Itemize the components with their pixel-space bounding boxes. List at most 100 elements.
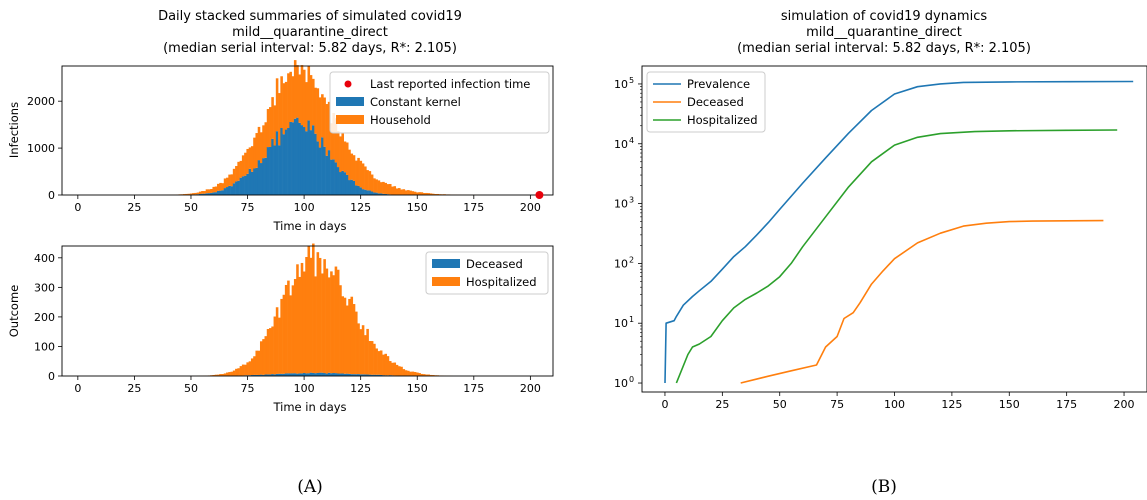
outcome-bar-deceased	[345, 373, 349, 376]
outcome-bar-hospitalized	[300, 262, 304, 374]
outcome-bar-deceased	[253, 374, 256, 376]
outcome-bar-deceased	[250, 375, 254, 376]
outcome-bar-deceased	[370, 374, 374, 376]
infections-bar-household	[409, 190, 412, 195]
dynamics-x-tick-label: 75	[830, 398, 844, 411]
outcome-bar-hospitalized	[226, 372, 229, 376]
outcome-bar-hospitalized	[384, 353, 387, 376]
infections-bar-household	[318, 97, 322, 148]
outcome-bar-hospitalized	[232, 370, 236, 376]
outcome-bar-deceased	[377, 374, 381, 376]
dynamics-x-tick-label: 125	[941, 398, 962, 411]
outcome-bar-deceased	[287, 373, 290, 376]
outcome-bar-hospitalized	[355, 311, 358, 375]
dynamics-y-tick-label: 10	[614, 377, 628, 390]
outcome-axes-frame	[61, 245, 554, 377]
infections-bar-household	[282, 83, 286, 135]
infections-bar-household	[388, 184, 392, 195]
outcome-bar-hospitalized	[409, 371, 412, 376]
infections-bar-constant-kernel	[293, 118, 297, 195]
infections-bar-household	[418, 192, 421, 195]
infections-bar-household	[386, 184, 390, 195]
infections-bar-household	[196, 192, 200, 195]
infections-bar-household	[309, 75, 313, 131]
outcome-bar-hospitalized	[402, 369, 406, 376]
dynamics-y-tick-label: 10	[614, 78, 628, 91]
legend-swatch-hospitalized-bar	[432, 277, 460, 286]
infections-axes-frame	[61, 65, 554, 196]
outcome-bar-deceased	[332, 373, 335, 376]
infections-bar-household	[293, 60, 297, 119]
infections-x-tick-label: 150	[407, 201, 428, 214]
infections-bar-household	[382, 181, 385, 194]
outcome-bar-hospitalized	[269, 328, 272, 375]
outcome-bar-hospitalized	[287, 280, 290, 374]
outcome-bar-hospitalized	[361, 325, 365, 375]
infections-bar-constant-kernel	[352, 180, 356, 195]
outcome-bar-hospitalized	[250, 358, 254, 376]
infections-x-tick-label: 200	[520, 201, 541, 214]
outcome-bar-deceased	[343, 373, 347, 376]
legend-label-deceased-line: Deceased	[687, 95, 744, 109]
outcome-bar-hospitalized	[388, 361, 392, 376]
infections-bar-household	[425, 192, 428, 195]
outcome-chart: 0 25 50 75 100 125 150 175 200 0 100 200 300 400 Tim…	[7, 243, 554, 414]
outcome-bar-hospitalized	[296, 264, 299, 374]
outcome-bar-hospitalized	[352, 304, 356, 375]
infections-bar-constant-kernel	[309, 130, 313, 195]
outcome-bar-hospitalized	[395, 364, 399, 376]
dynamics-y-tick-label: 10	[614, 198, 628, 211]
infections-bar-household	[323, 97, 326, 147]
last-infection-marker	[535, 191, 544, 199]
infections-bar-constant-kernel	[330, 159, 333, 195]
infections-bar-household	[198, 191, 202, 194]
panel-label-b: (B)	[871, 477, 897, 497]
outcome-bar-deceased	[314, 373, 317, 376]
infections-bar-constant-kernel	[370, 191, 374, 195]
dynamics-x-tick-label: 175	[1056, 398, 1077, 411]
outcome-bar-hospitalized	[278, 317, 281, 374]
outcome-bar-deceased	[325, 373, 329, 376]
infections-bar-constant-kernel	[316, 141, 320, 195]
outcome-bar-hospitalized	[420, 373, 424, 376]
infections-bar-household	[275, 78, 279, 132]
outcome-bar-hospitalized	[398, 366, 401, 376]
outcome-bar-hospitalized	[413, 371, 417, 376]
legend-label-deceased-bar: Deceased	[466, 257, 523, 271]
outcome-bar-hospitalized	[259, 341, 263, 375]
infections-bar-household	[216, 183, 220, 191]
infections-bar-constant-kernel	[275, 131, 279, 195]
outcome-bar-hospitalized	[235, 368, 238, 376]
outcome-y-ticks: 0 100 200 300 400	[34, 252, 62, 383]
infections-bar-constant-kernel	[248, 168, 252, 195]
outcome-bar-deceased	[289, 373, 292, 376]
infections-bar-household	[307, 66, 311, 121]
outcome-bars	[196, 243, 453, 376]
infections-bar-household	[359, 160, 363, 188]
infections-bar-household	[314, 87, 317, 134]
infections-bar-household	[248, 147, 252, 169]
infections-bar-constant-kernel	[201, 193, 204, 195]
outcome-bar-hospitalized	[336, 269, 340, 374]
infections-bar-household	[321, 94, 324, 138]
infections-bar-household	[246, 148, 249, 174]
infections-bar-household	[221, 183, 225, 191]
outcome-bar-hospitalized	[348, 298, 351, 374]
infections-bar-household	[343, 141, 347, 173]
outcome-bar-deceased	[339, 373, 342, 376]
infections-bar-household	[183, 194, 186, 195]
infections-bar-household	[187, 193, 191, 195]
outcome-bar-deceased	[296, 373, 299, 376]
outcome-bar-deceased	[375, 374, 378, 376]
infections-bar-household	[411, 191, 415, 195]
outcome-bar-deceased	[355, 374, 358, 376]
outcome-bar-hospitalized	[393, 362, 397, 376]
outcome-bar-hospitalized	[366, 328, 369, 375]
dynamics-y-tick-label: 10	[614, 257, 628, 270]
outcome-x-tick-label: 75	[241, 382, 255, 395]
infections-bar-constant-kernel	[339, 172, 342, 195]
infections-bar-constant-kernel	[334, 162, 338, 195]
infections-bar-constant-kernel	[241, 176, 245, 195]
infections-bar-household	[291, 76, 295, 123]
